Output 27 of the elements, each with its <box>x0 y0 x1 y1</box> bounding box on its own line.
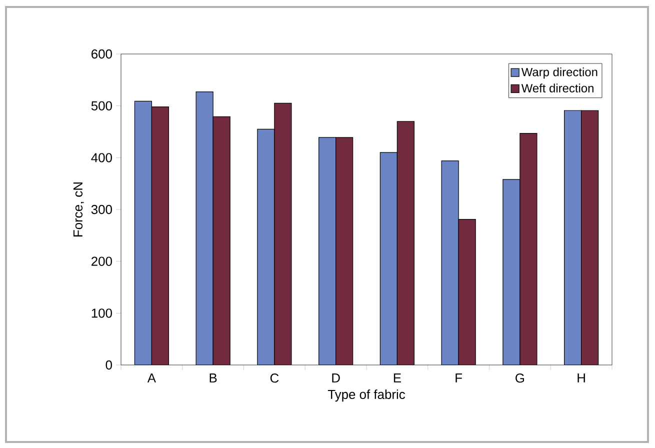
x-tick-label: A <box>147 374 156 382</box>
bar <box>336 137 354 365</box>
x-tick-label: F <box>456 374 462 382</box>
y-tick-label: 200 <box>92 256 112 266</box>
x-tick-label: E <box>394 374 401 382</box>
y-tick-label: 0 <box>106 360 112 370</box>
bar <box>581 110 599 365</box>
y-tick-label: 400 <box>91 153 112 162</box>
bar <box>458 219 476 365</box>
x-tick-label: G <box>516 374 524 383</box>
legend-label: Weft direction <box>521 84 594 92</box>
legend-label: Warp direction <box>521 68 598 79</box>
bar <box>151 106 169 365</box>
x-tick-label: C <box>270 374 279 383</box>
x-tick-label: H <box>578 374 585 382</box>
bar <box>396 121 414 365</box>
bar <box>212 116 230 365</box>
x-axis-title: Type of fabric <box>328 390 406 402</box>
y-axis-title: Force, cN <box>73 182 84 236</box>
y-tick-label: 300 <box>91 204 112 214</box>
x-tick-label: B <box>210 374 217 382</box>
y-tick-label: 100 <box>92 308 112 318</box>
y-tick-label: 600 <box>92 49 112 59</box>
x-tick-label: D <box>332 374 340 382</box>
y-tick-label: 500 <box>91 101 112 110</box>
bar <box>520 132 538 365</box>
bar <box>274 102 292 365</box>
